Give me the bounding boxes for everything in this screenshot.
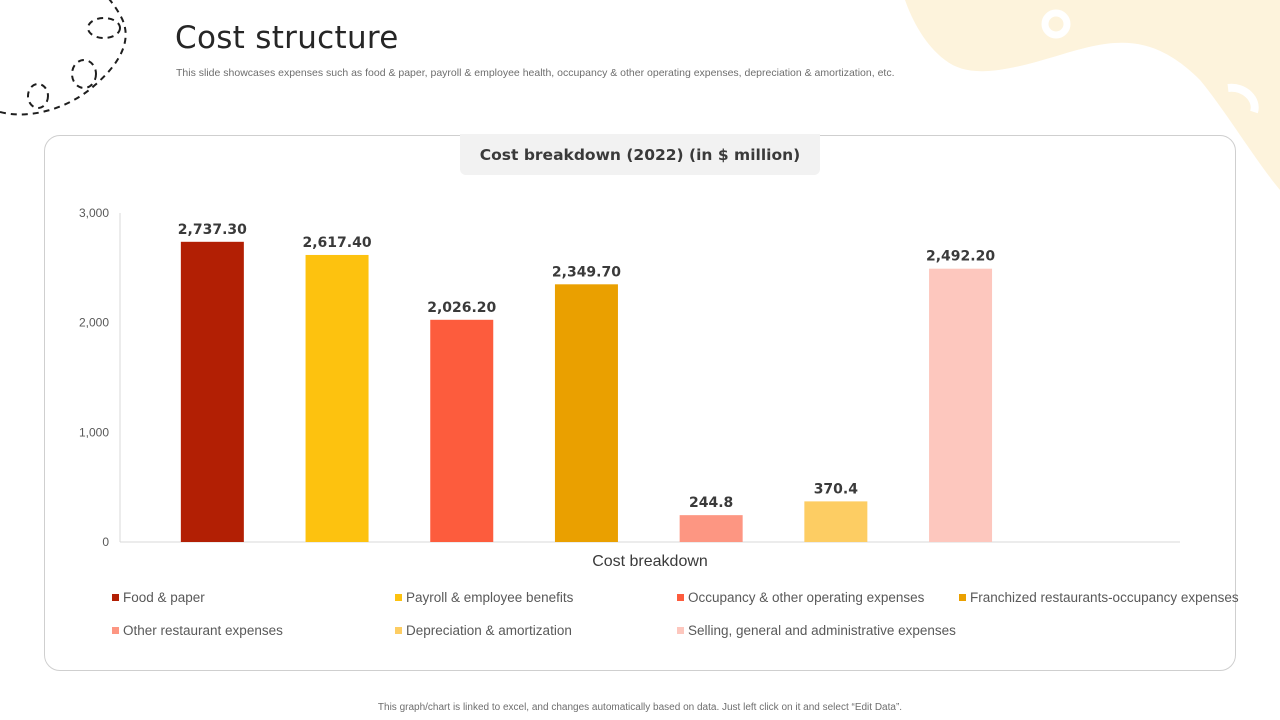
y-tick-label: 2,000 [79,316,109,330]
data-label: 2,349.70 [552,264,621,280]
legend-item: Other restaurant expenses [112,623,283,638]
legend-swatch [112,627,119,634]
page-subtitle: This slide showcases expenses such as fo… [176,67,895,79]
legend-swatch [959,594,966,601]
data-label: 2,737.30 [178,222,247,238]
bar[interactable] [679,515,743,542]
legend-label: Payroll & employee benefits [406,590,574,605]
y-tick-label: 1,000 [79,425,109,439]
legend-label: Selling, general and administrative expe… [688,623,956,638]
legend-item: Selling, general and administrative expe… [677,623,956,638]
footnote: This graph/chart is linked to excel, and… [377,702,903,713]
legend-label: Franchized restaurants-occupancy expense… [970,590,1239,605]
bar[interactable] [305,254,369,542]
data-label: 370.4 [814,481,859,497]
legend-swatch [677,594,684,601]
legend-swatch [395,594,402,601]
data-label: 2,026.20 [427,300,496,316]
chart-title: Cost breakdown (2022) (in $ million) [460,134,820,175]
x-axis-title: Cost breakdown [592,553,708,570]
legend-item: Payroll & employee benefits [395,590,573,605]
bar[interactable] [804,501,868,542]
legend-item: Food & paper [112,590,205,605]
data-label: 2,617.40 [303,235,372,251]
bar[interactable] [929,268,993,542]
legend-swatch [112,594,119,601]
data-label: 2,492.20 [926,249,995,265]
data-label: 244.8 [689,495,733,511]
page-title: Cost structure [175,20,399,56]
legend-item: Depreciation & amortization [395,623,572,638]
bar[interactable] [430,319,494,542]
legend-label: Depreciation & amortization [406,623,572,638]
bar[interactable] [554,284,618,542]
bar[interactable] [180,241,244,542]
legend-label: Occupancy & other operating expenses [688,590,925,605]
legend-item: Occupancy & other operating expenses [677,590,924,605]
legend-label: Food & paper [123,590,205,605]
legend-label: Other restaurant expenses [123,623,283,638]
legend-swatch [677,627,684,634]
legend-swatch [395,627,402,634]
legend-item: Franchized restaurants-occupancy expense… [959,590,1239,605]
y-tick-label: 0 [102,535,109,549]
y-tick-label: 3,000 [79,206,109,220]
chart-legend: Food & paper Payroll & employee benefits O… [112,590,1242,650]
